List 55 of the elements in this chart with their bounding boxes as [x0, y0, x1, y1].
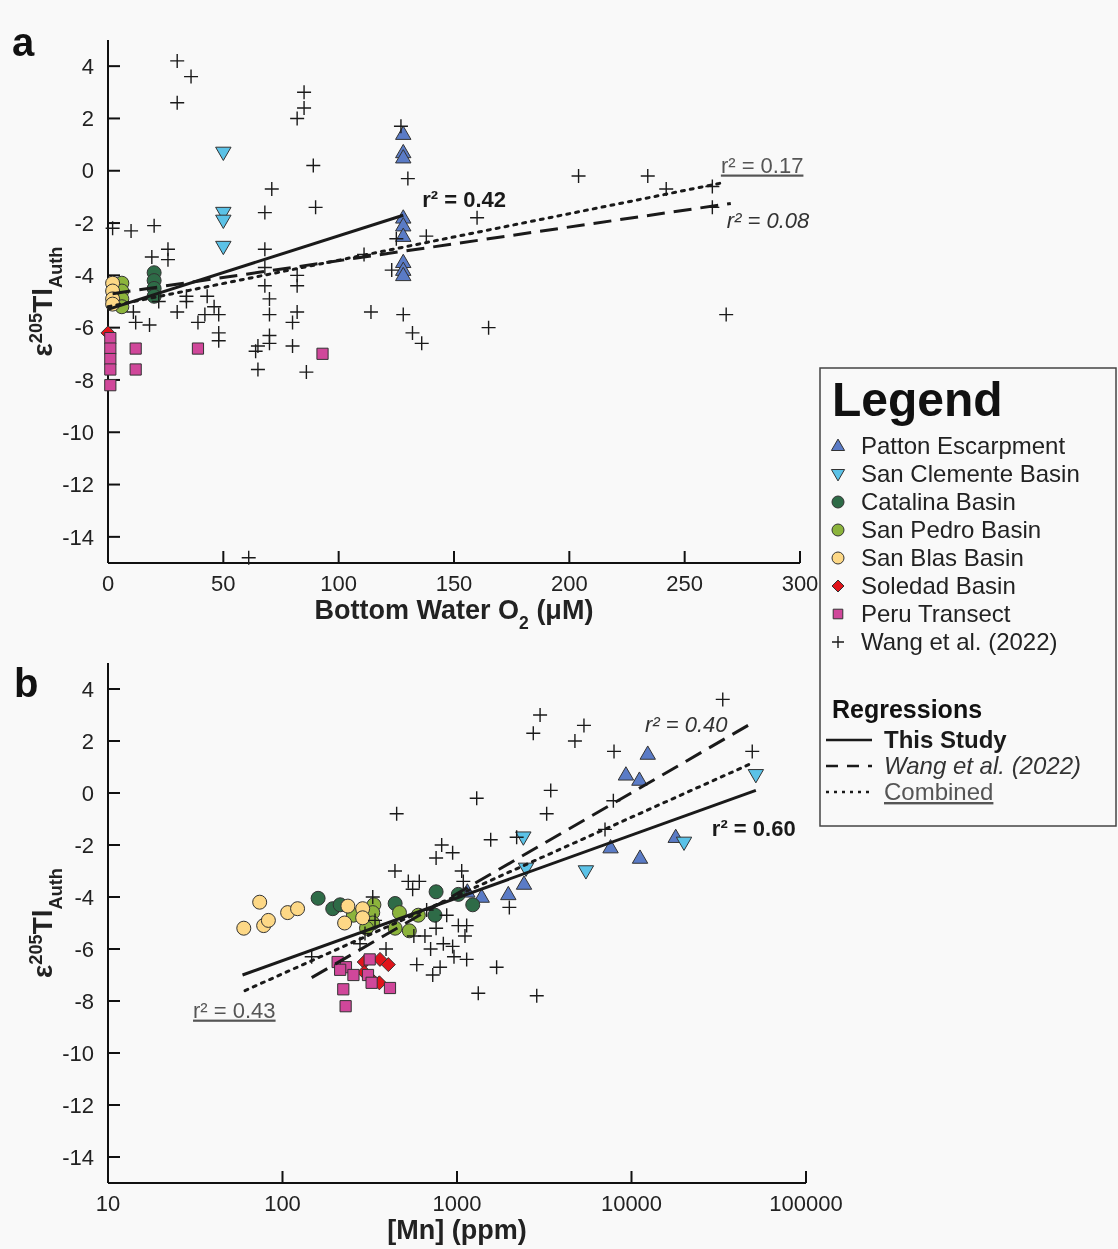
y-tick-label: -10	[62, 419, 94, 445]
x-axis-title: Bottom Water O$_{2}$ (μM)	[314, 595, 594, 633]
chart-title: a	[12, 20, 35, 64]
x-tick-label: 50	[211, 571, 236, 596]
annotation: r² = 0.08	[726, 208, 811, 234]
y-tick-label: 4	[81, 53, 94, 79]
annotation: r² = 0.17	[720, 152, 804, 178]
x-tick-label: 10000	[600, 1191, 663, 1216]
y-tick-label: -6	[74, 315, 94, 341]
y-tick-label: -10	[62, 1040, 94, 1066]
legend-label: San Pedro Basin	[861, 516, 1042, 543]
x-tick-label: 1000	[432, 1191, 482, 1216]
legend-label: Patton Escarpment	[861, 432, 1066, 459]
legend-label: Peru Transect	[861, 600, 1011, 627]
legend-label: San Clemente Basin	[861, 460, 1080, 487]
y-tick-label: 0	[81, 158, 94, 184]
x-tick-label: 250	[666, 571, 704, 596]
x-tick-label: 10	[95, 1191, 121, 1216]
y-tick-label: -2	[74, 210, 94, 236]
y-tick-label: -4	[74, 263, 94, 289]
y-tick-label: -4	[74, 884, 94, 910]
legend-label: Combined	[884, 778, 994, 805]
x-tick-label: 300	[781, 571, 819, 596]
y-tick-label: -14	[62, 1144, 94, 1170]
y-tick-label: 4	[81, 676, 94, 702]
x-tick-label: 100000	[769, 1191, 843, 1216]
y-tick-label: -14	[62, 524, 94, 550]
x-tick-label: 100	[264, 1191, 301, 1216]
annotation: r² = 0.60	[711, 816, 796, 842]
y-tick-label: 2	[81, 106, 94, 132]
annotation: r² = 0.42	[422, 187, 507, 213]
legend-title: Legend	[832, 373, 1003, 426]
y-tick-label: -2	[74, 832, 94, 858]
y-tick-label: -12	[62, 472, 94, 498]
y-tick-label: -8	[74, 988, 94, 1014]
x-tick-label: 200	[550, 571, 588, 596]
x-tick-label: 100	[320, 571, 358, 596]
annotation: r² = 0.43	[193, 997, 276, 1023]
legend-label: Catalina Basin	[861, 488, 1016, 515]
chart-title: b	[14, 661, 39, 705]
y-tick-label: -12	[62, 1092, 94, 1118]
y-tick-label: -8	[74, 367, 94, 393]
legend-label: Soledad Basin	[861, 572, 1016, 599]
y-tick-label: 0	[81, 780, 94, 806]
x-tick-label: 0	[101, 571, 115, 596]
legend-label: Wang et al. (2022)	[884, 752, 1082, 779]
y-tick-label: -6	[74, 936, 94, 962]
x-axis-title: [Mn] (ppm)	[387, 1215, 527, 1245]
legend-label: This Study	[884, 726, 1008, 753]
legend-label: Wang et al. (2022)	[861, 628, 1058, 655]
annotation: r² = 0.40	[645, 711, 729, 737]
legend-label: San Blas Basin	[861, 544, 1024, 571]
text: Regressions	[832, 695, 983, 723]
y-tick-label: 2	[81, 728, 94, 754]
x-tick-label: 150	[435, 571, 473, 596]
